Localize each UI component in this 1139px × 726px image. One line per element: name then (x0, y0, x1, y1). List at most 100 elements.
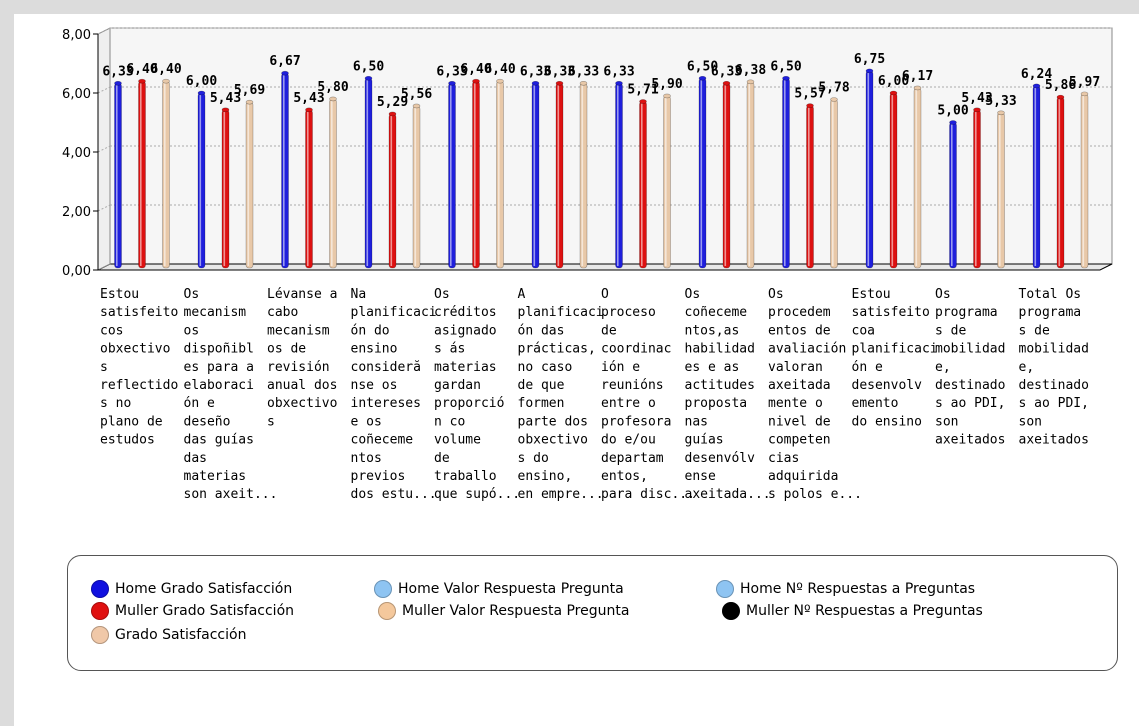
bar-body (531, 82, 540, 269)
bar-body (997, 112, 1005, 269)
data-label: 5,71 (627, 83, 658, 98)
bar-cap (615, 80, 623, 86)
bar-cap (197, 90, 206, 96)
data-label: 6,33 (544, 64, 575, 79)
data-label: 5,29 (377, 95, 408, 110)
data-label: 6,17 (902, 69, 933, 84)
bar-highlight (1034, 87, 1037, 266)
bar-highlight (390, 115, 393, 266)
bar (865, 68, 874, 269)
data-label: 6,40 (126, 62, 157, 77)
y-tick-label: 2,00 (62, 205, 91, 220)
bar (138, 78, 146, 269)
bar (663, 93, 671, 269)
bar-cap (412, 103, 421, 109)
data-label: 5,80 (317, 80, 348, 95)
x-tick-label: Total Os programa s de mobilidad e, destinado… (1019, 287, 1089, 448)
data-label: 5,00 (937, 104, 968, 119)
data-label: 6,00 (186, 74, 217, 89)
bar-cap (1080, 91, 1089, 97)
bar (949, 120, 957, 269)
data-label: 6,33 (102, 64, 133, 79)
bar-body (221, 109, 230, 269)
x-tick-label: Lévanse a cabo mecanism os de revisión anual … (267, 287, 337, 429)
bar-highlight (247, 104, 250, 267)
bar-body (579, 82, 588, 269)
bar-body (806, 105, 814, 269)
legend-item: Muller Nº Respuestas a Preguntas (722, 602, 983, 620)
bar-body (615, 82, 623, 269)
bar-cap (472, 78, 480, 84)
bar-body (889, 92, 898, 269)
bar (889, 90, 898, 269)
bar (1080, 91, 1089, 269)
bar (531, 80, 540, 269)
data-label: 6,40 (150, 62, 181, 77)
bar-highlight (140, 83, 142, 266)
bar (221, 107, 230, 269)
legend-label: Home Grado Satisfacción (115, 581, 293, 597)
bar (472, 78, 480, 269)
bar-cap (1032, 83, 1041, 89)
bar (973, 107, 981, 269)
legend-item: Home Nº Respuestas a Preguntas (716, 580, 975, 598)
bar-cap (138, 78, 146, 84)
legend-label: Muller Grado Satisfacción (115, 603, 295, 619)
data-label: 6,75 (854, 52, 885, 67)
legend-label: Home Valor Respuesta Pregunta (398, 581, 624, 597)
data-label: 5,78 (818, 80, 849, 95)
bar-body (197, 92, 206, 269)
bar-body (663, 95, 671, 269)
data-label: 6,33 (568, 64, 599, 79)
bar (1056, 94, 1065, 269)
bar-body (364, 77, 373, 269)
data-label: 6,40 (484, 62, 515, 77)
bar-highlight (867, 72, 870, 266)
bar-highlight (748, 83, 751, 266)
bar-cap (364, 75, 373, 81)
bar-body (949, 122, 957, 269)
data-label: 5,43 (293, 91, 324, 106)
bar-highlight (1082, 95, 1085, 266)
bar-highlight (331, 100, 333, 267)
bar-body (388, 113, 397, 269)
legend-item: Muller Grado Satisfacción (91, 602, 294, 620)
bar-cap (221, 107, 230, 113)
y-tick-label: 0,00 (62, 264, 91, 279)
bar-cap (448, 80, 456, 86)
bar-highlight (533, 85, 536, 266)
bar-cap (114, 80, 122, 86)
data-label: 5,86 (1045, 78, 1076, 93)
bar-body (496, 80, 504, 269)
bar (806, 103, 814, 269)
data-label: 5,69 (234, 83, 265, 98)
bar-highlight (724, 85, 727, 266)
bar-body (114, 82, 122, 269)
bar (782, 75, 790, 269)
bar (579, 80, 588, 269)
bar (913, 85, 922, 269)
bar-body (162, 80, 170, 269)
bar (830, 97, 838, 269)
bar-highlight (307, 111, 309, 266)
bar-highlight (915, 89, 918, 266)
bar (448, 80, 456, 269)
bar-body (329, 98, 337, 269)
legend-swatch (716, 580, 734, 598)
bar-highlight (116, 85, 118, 266)
bar-highlight (808, 107, 810, 266)
top-border (0, 0, 1139, 14)
bar (162, 78, 170, 269)
bar (388, 111, 397, 269)
left-border (0, 0, 14, 726)
legend-label: Muller Nº Respuestas a Preguntas (746, 603, 983, 619)
bar-body (305, 109, 313, 269)
data-label: 6,33 (711, 64, 742, 79)
data-label: 6,67 (269, 54, 300, 69)
bar-cap (889, 90, 898, 96)
bar-highlight (498, 83, 500, 266)
bar-highlight (164, 83, 166, 266)
bar-highlight (665, 97, 667, 266)
bar-cap (865, 68, 874, 74)
